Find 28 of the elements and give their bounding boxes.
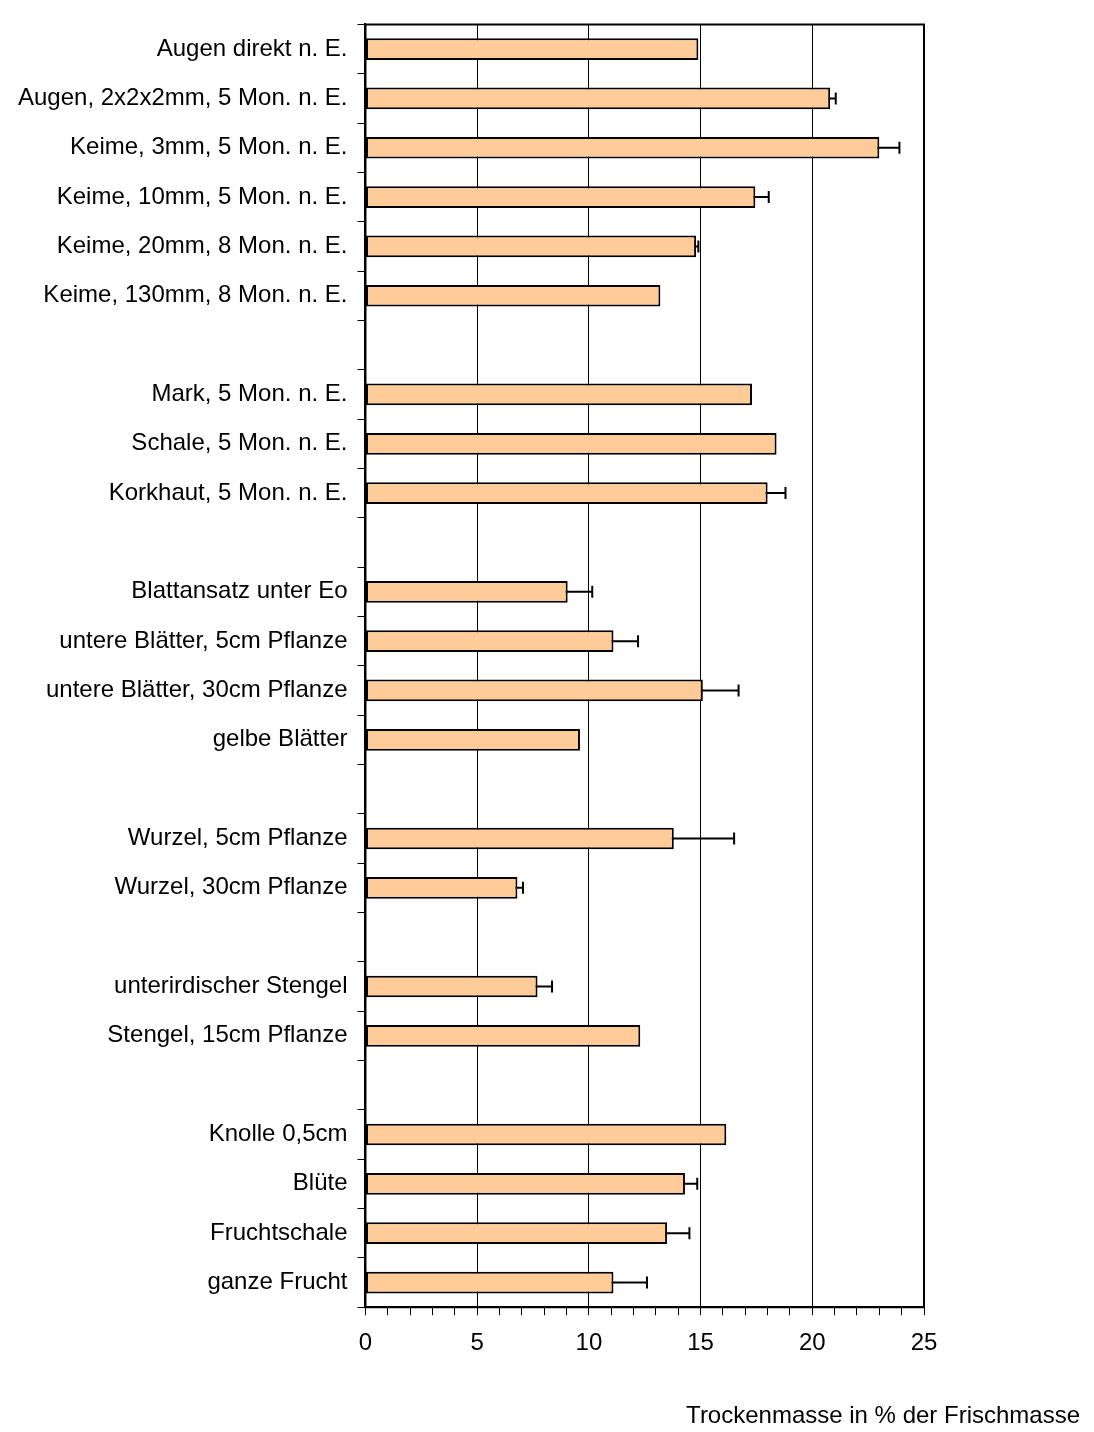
x-tick-label: 20: [798, 1328, 826, 1356]
y-tick-label: Keime, 3mm, 5 Mon. n. E.: [70, 132, 348, 160]
x-tick-label: 15: [687, 1328, 714, 1356]
x-tick-label: 10: [575, 1328, 603, 1356]
y-tick-label: untere Blätter, 5cm Pflanze: [59, 625, 348, 653]
y-tick-label: Augen, 2x2x2mm, 5 Mon. n. E.: [18, 83, 348, 111]
y-tick-label: gelbe Blätter: [212, 724, 348, 752]
y-tick-label: Korkhaut, 5 Mon. n. E.: [108, 477, 348, 505]
y-tick-label: Augen direkt n. E.: [156, 33, 348, 61]
y-tick-label: Stengel, 15cm Pflanze: [107, 1020, 348, 1048]
x-tick-label: 25: [910, 1328, 938, 1356]
y-tick-label: Knolle 0,5cm: [208, 1119, 348, 1147]
y-tick-label: Keime, 130mm, 8 Mon. n. E.: [43, 280, 348, 308]
y-tick-label: Blüte: [292, 1168, 348, 1196]
y-tick-label: untere Blätter, 30cm Pflanze: [46, 675, 348, 703]
x-tick-label: 0: [358, 1328, 373, 1356]
y-tick-label: Keime, 10mm, 5 Mon. n. E.: [56, 181, 348, 209]
y-tick-label: Wurzel, 30cm Pflanze: [114, 872, 348, 900]
y-tick-label: Blattansatz unter Eo: [131, 576, 348, 604]
y-tick-label: Mark, 5 Mon. n. E.: [151, 379, 348, 407]
y-tick-label: Keime, 20mm, 8 Mon. n. E.: [56, 231, 348, 259]
y-tick-label: Fruchtschale: [210, 1217, 348, 1245]
y-tick-label: Wurzel, 5cm Pflanze: [127, 823, 348, 851]
x-axis-title: Trockenmasse in % der Frischmasse: [686, 1400, 1080, 1428]
y-tick-label: Schale, 5 Mon. n. E.: [131, 428, 348, 456]
y-tick-label: unterirdischer Stengel: [114, 971, 348, 999]
y-tick-label: ganze Frucht: [207, 1267, 348, 1295]
x-tick-label: 5: [470, 1328, 484, 1356]
